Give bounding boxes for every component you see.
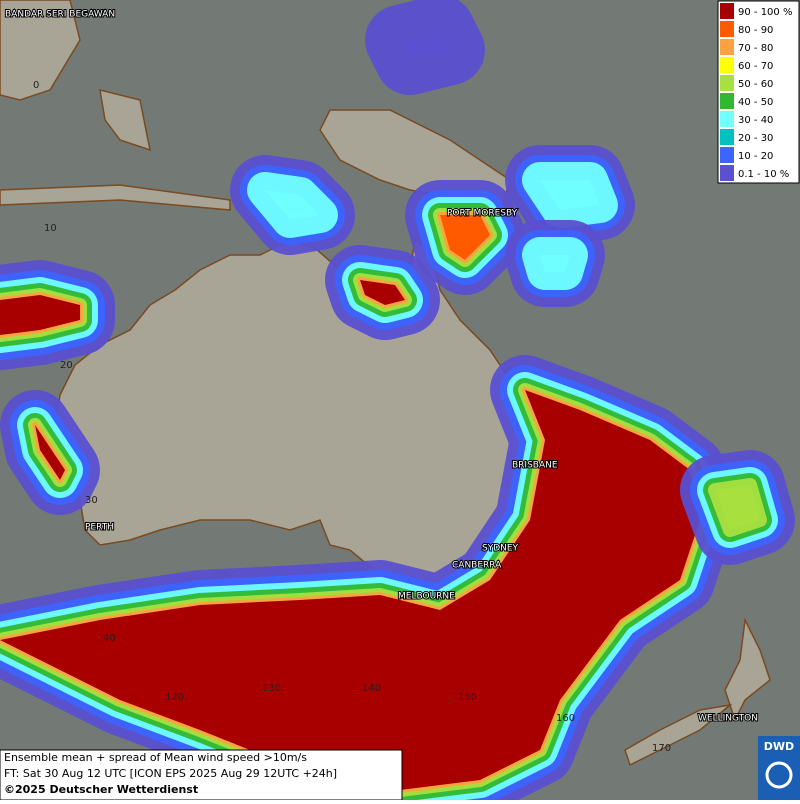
legend-label: 80 - 90	[738, 25, 773, 36]
nz-north	[724, 617, 771, 722]
legend-label: 10 - 20	[738, 151, 773, 162]
legend-swatch	[720, 147, 734, 163]
legend-label: 40 - 50	[738, 97, 773, 108]
logo-text: DWD	[764, 740, 794, 753]
place-label: WELLINGTON	[698, 714, 758, 724]
legend-swatch	[720, 165, 734, 181]
grid-label: 40	[103, 633, 116, 644]
prob-core	[715, 485, 760, 530]
logo: DWD	[758, 736, 800, 800]
legend-swatch	[720, 57, 734, 73]
caption: Ensemble mean + spread of Mean wind spee…	[0, 749, 403, 801]
borneo	[0, 0, 81, 101]
legend-swatch	[720, 75, 734, 91]
legend-label: 30 - 40	[738, 115, 773, 126]
legend-items: 90 - 100 % 80 - 90 70 - 80 60 - 70 50 - 60 40…	[720, 3, 792, 181]
grid-label: 150	[458, 692, 477, 703]
legend-label: 60 - 70	[738, 61, 773, 72]
legend-swatch	[720, 93, 734, 109]
caption-line: Ensemble mean + spread of Mean wind spee…	[4, 751, 307, 764]
place-label: BANDAR SERI BEGAWAN	[5, 10, 115, 20]
legend-swatch	[720, 21, 734, 37]
legend-label: 50 - 60	[738, 79, 773, 90]
legend-label: 70 - 80	[738, 43, 773, 54]
legend-swatch	[720, 3, 734, 19]
legend-label: 0.1 - 10 %	[738, 169, 789, 180]
sulawesi	[99, 88, 151, 152]
place-label: CANBERRA	[452, 561, 502, 571]
legend-label: 20 - 30	[738, 133, 773, 144]
grid-label: 140	[362, 683, 381, 694]
legend-swatch	[720, 39, 734, 55]
place-label: MELBOURNE	[398, 592, 455, 602]
prob-core	[35, 425, 65, 480]
logo-box	[758, 736, 800, 800]
grid-label: 130	[262, 683, 281, 694]
place-label: BRISBANE	[512, 461, 558, 471]
prob-core	[400, 30, 450, 60]
place-label: PERTH	[85, 523, 114, 533]
lesser-sunda	[0, 184, 231, 211]
prob-core	[440, 215, 490, 260]
prob-core	[0, 390, 700, 790]
grid-label: 30	[85, 495, 98, 506]
prob-core	[540, 180, 600, 210]
prob-core	[360, 280, 405, 305]
legend-swatch	[720, 129, 734, 145]
grid-label: 120	[165, 692, 184, 703]
legend-swatch	[720, 111, 734, 127]
legend: 90 - 100 % 80 - 90 70 - 80 60 - 70 50 - 60 40…	[717, 0, 800, 184]
caption-line: FT: Sat 30 Aug 12 UTC [ICON EPS 2025 Aug…	[4, 767, 337, 780]
prob-core	[0, 295, 80, 335]
logo-swirl	[765, 761, 793, 789]
labels: BANDAR SERI BEGAWAN PORT MORESBY BRISBANE S…	[4, 9, 759, 755]
prob-core	[265, 190, 320, 220]
place-label: PORT MORESBY	[447, 209, 518, 219]
grid-label: 160	[556, 713, 575, 724]
prob-core	[540, 255, 570, 272]
place-label: SYDNEY	[482, 544, 519, 554]
legend-label: 90 - 100 %	[738, 7, 792, 18]
copyright: ©2025 Deutscher Wetterdienst	[4, 783, 198, 796]
grid-label: 170	[652, 743, 671, 754]
grid-label: 20	[60, 360, 73, 371]
grid-label: 0	[33, 80, 39, 91]
nz-south	[624, 703, 733, 767]
grid-label: 10	[44, 223, 57, 234]
